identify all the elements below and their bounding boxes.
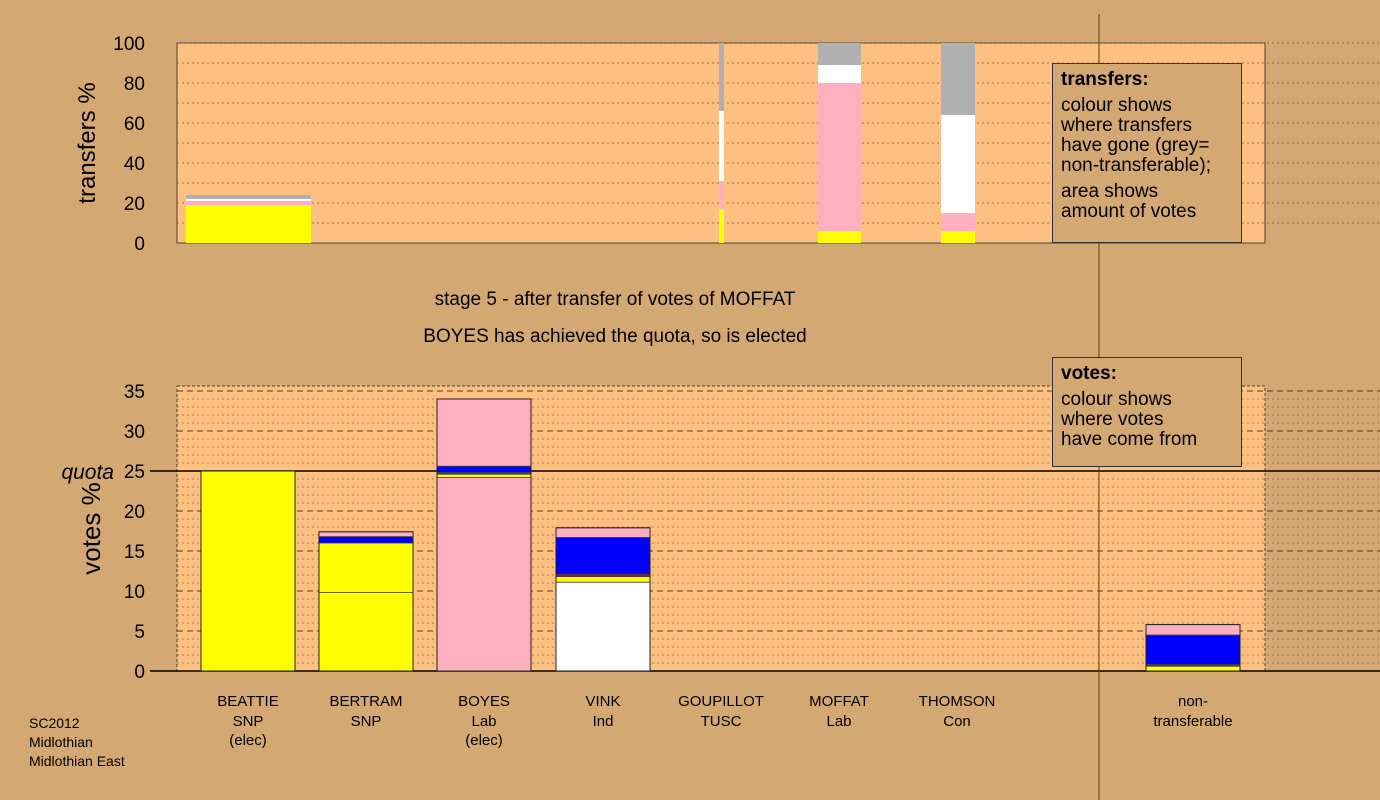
candidate-name-label: BOYES [458,693,510,710]
votes-bar-segment [318,542,414,593]
votes-bar-segment [436,398,532,467]
transfers-bar-segment [818,65,861,83]
votes-tick-label: 15 [124,542,145,563]
votes-tick-label: 0 [134,662,145,683]
votes-legend: votes: colour shows where votes have com… [1052,357,1242,467]
votes-tick-label: 35 [124,382,145,403]
transfers-tick-label: 100 [113,34,145,55]
votes-bar-segment [1145,634,1241,666]
transfers-tick-label: 0 [134,234,145,255]
votes-bar-outline [1145,624,1241,672]
candidate-name-label: THOMSON [919,693,996,710]
candidate-note-label: (elec) [229,732,267,749]
candidate-party-label: Con [943,713,971,730]
votes-bar-segment [555,527,651,538]
stage-text: stage 5 - after transfer of votes of MOF… [434,289,796,310]
candidate-party-label: SNP [351,713,382,730]
votes-bar-segment [200,470,296,672]
votes-bar-outline [436,398,532,672]
transfers-tick-label: 20 [124,194,145,215]
transfers-legend-line: have gone (grey= [1061,135,1210,156]
votes-legend-line: colour shows [1061,389,1172,410]
candidate-name-label: MOFFAT [809,693,869,710]
transfers-bar-segment [186,201,311,205]
transfers-bar-segment [941,115,975,213]
candidate-name-label: non- [1178,693,1208,710]
candidate-name-label: GOUPILLOT [678,693,764,710]
transfers-legend-line: colour shows [1061,95,1172,116]
votes-bar-segment [318,531,414,537]
transfers-bar-segment [186,205,311,243]
transfers-legend-line: amount of votes [1061,201,1197,222]
transfers-tick-label: 40 [124,154,145,175]
footer: SC2012 Midlothian Midlothian East [29,714,125,771]
candidate-name-label: BEATTIE [217,693,278,710]
transfers-legend-line: area shows [1061,181,1159,202]
votes-legend-line: have come from [1061,429,1198,450]
transfers-legend: transfers: colour shows where transfers … [1052,63,1242,243]
transfers-tick-label: 80 [124,74,145,95]
transfers-bar-segment [719,209,724,243]
elected-text: BOYES has achieved the quota, so is elec… [423,326,807,347]
transfers-bar-segment [818,231,861,243]
candidate-name-label: BERTRAM [329,693,402,710]
votes-legend-line: where votes [1061,409,1164,430]
votes-bar-segment [436,473,532,478]
votes-bar-segment [555,576,651,583]
votes-bar-segment [436,465,532,474]
transfers-tick-label: 60 [124,114,145,135]
transfers-legend-line: non-transferable); [1061,155,1211,176]
votes-bar-outline [555,527,651,672]
candidate-party-label: Lab [471,713,496,730]
votes-axis-label: votes % [76,482,106,575]
votes-bar-segment [1145,665,1241,672]
votes-tick-label: 25 [124,462,145,483]
transfers-bar-segment [818,43,861,65]
transfers-bar-segment [818,83,861,231]
votes-bar-segment [318,592,414,672]
candidate-note-label: (elec) [465,732,503,749]
transfers-bar-segment [719,43,724,111]
footer-election: SC2012 [29,715,80,731]
candidate-party-label: Lab [826,713,851,730]
transfers-bar-segment [719,181,724,209]
transfers-axis-label: transfers % [74,82,101,203]
votes-bar-segment [436,476,532,672]
transfers-bar-segment [941,213,975,231]
votes-tick-label: 20 [124,502,145,523]
votes-tick-label: 5 [134,622,145,643]
votes-bar-outline [200,470,296,672]
votes-tick-label: 30 [124,422,145,443]
candidate-party-label: Ind [593,713,614,730]
footer-ward: Midlothian East [29,753,125,769]
votes-tick-label: 10 [124,582,145,603]
votes-bar-segment [318,536,414,544]
footer-council: Midlothian [29,734,93,750]
votes-bar-segment [555,581,651,672]
candidate-name-label: VINK [585,693,620,710]
transfers-bar-segment [186,195,311,199]
transfers-bar-segment [941,43,975,115]
candidate-party-label: transferable [1153,713,1232,730]
quota-label: quota [61,461,114,484]
votes-bar-segment [1145,624,1241,636]
votes-bar-segment [555,537,651,575]
transfers-legend-line: where transfers [1061,115,1192,136]
candidate-party-label: SNP [233,713,264,730]
transfers-bar-segment [719,111,724,181]
votes-bar-outline [318,531,414,672]
votes-legend-title: votes: [1061,363,1117,384]
candidate-party-label: TUSC [701,713,742,730]
transfers-bar-segment [941,231,975,243]
transfers-legend-title: transfers: [1061,69,1149,90]
transfers-bar-segment [186,199,311,201]
